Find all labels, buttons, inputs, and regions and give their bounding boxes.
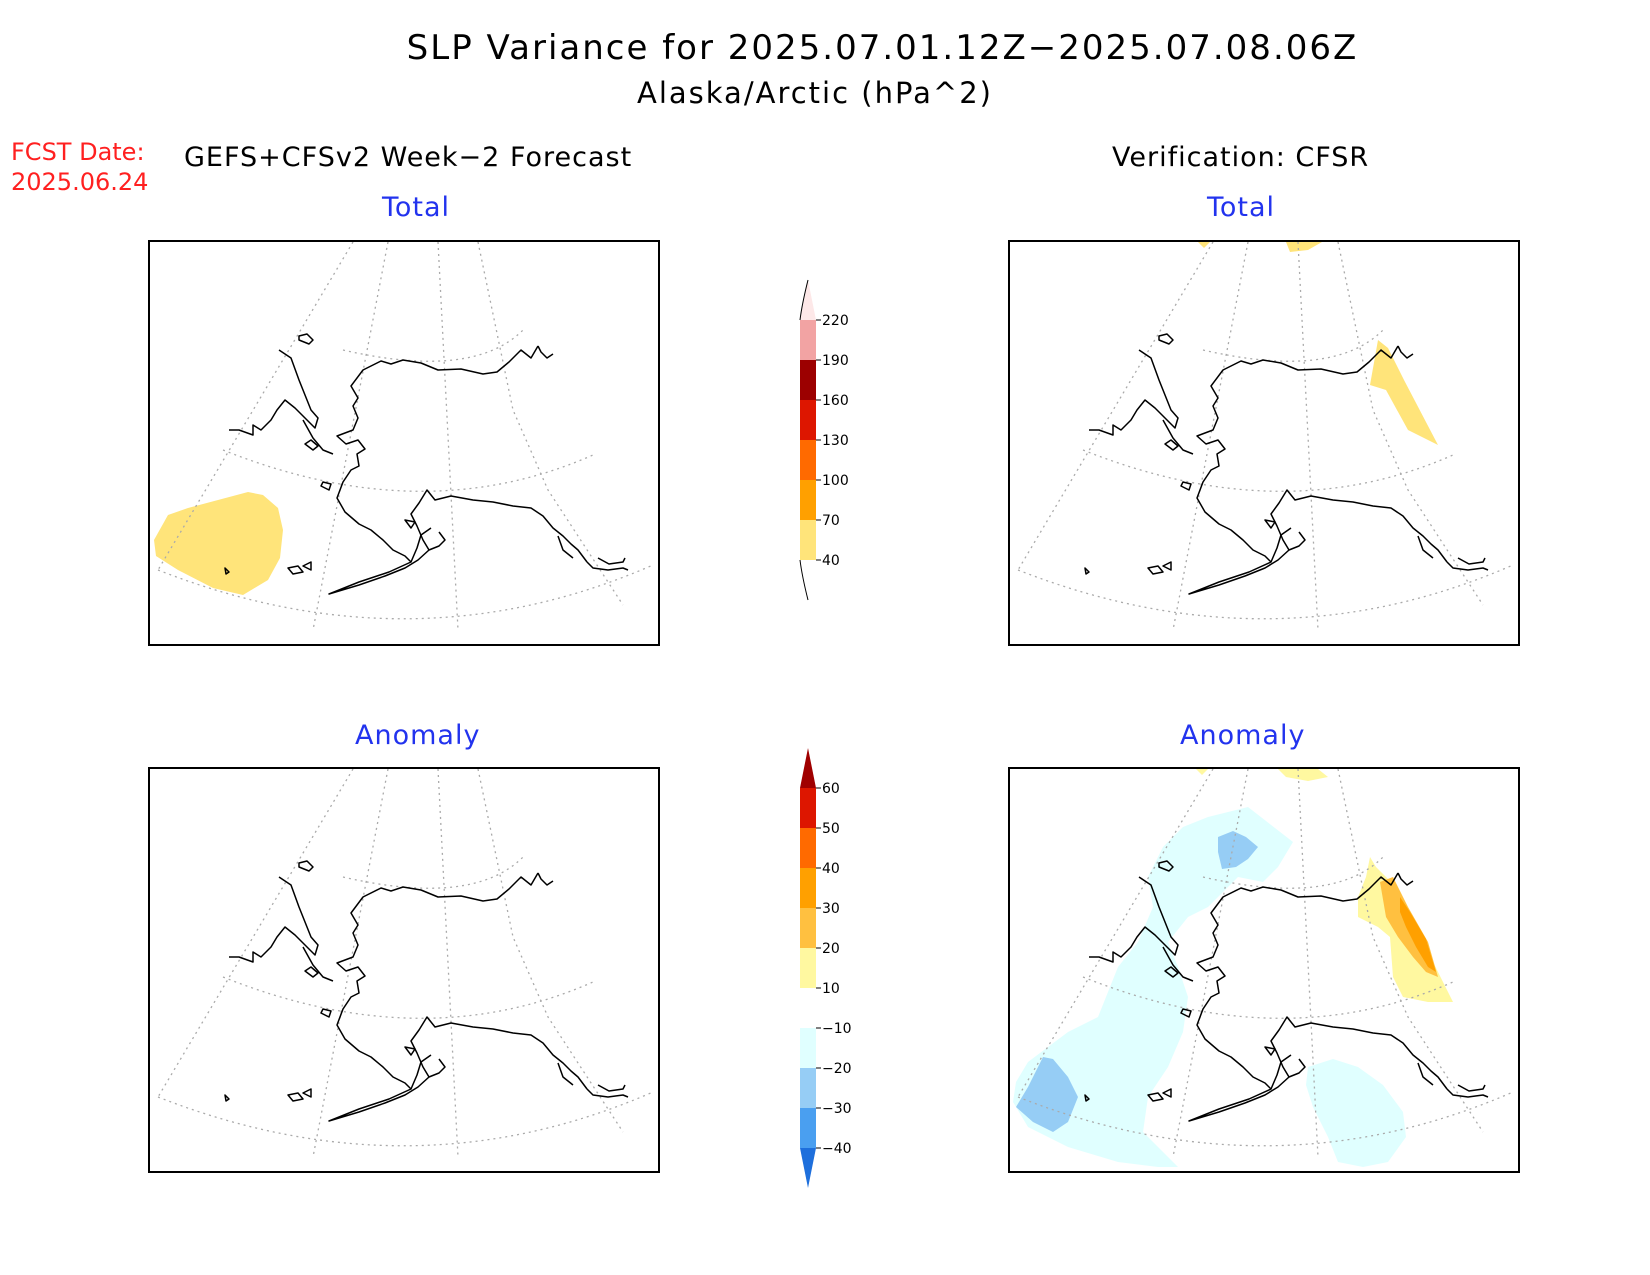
colorbar-tick-label: 160 [822, 393, 849, 409]
colorbar-segment [800, 1108, 816, 1148]
colorbar-top-outline [799, 279, 809, 321]
colorbar-segment [800, 988, 816, 1028]
fcst-total-label: Total [382, 192, 451, 223]
colorbar-segment [800, 400, 816, 440]
anomaly-contour-neg20-west [1016, 1057, 1078, 1132]
forecast-anomaly-map [148, 767, 660, 1173]
colorbar-segment [800, 320, 816, 360]
anomaly-contour-30-east [1400, 897, 1436, 972]
colorbar-bottom-extension [800, 560, 816, 600]
colorbar-tick-label: 10 [822, 981, 840, 997]
anomaly-colorbar: 60 50 40 30 20 10 −10 −20 −30 −40 [800, 748, 852, 1188]
variance-contour-40 [154, 492, 283, 595]
colorbar-segment [800, 868, 816, 908]
map-frame [148, 767, 660, 1173]
colorbar-tick-label: 50 [822, 821, 840, 837]
colorbar-segment [800, 948, 816, 988]
map-frame [1008, 767, 1520, 1173]
colorbar-tick-label: 220 [822, 313, 849, 329]
verif-total-label: Total [1207, 192, 1276, 223]
anomaly-contour-neg10-south [1306, 1059, 1406, 1167]
fcst-anom-label: Anomaly [355, 720, 481, 751]
anomaly-contour-neg10-north [1013, 807, 1293, 1167]
colorbar-segment [800, 788, 816, 828]
main-subtitle: Alaska/Arctic (hPa^2) [637, 76, 993, 110]
verification-total-map [1008, 240, 1520, 646]
forecast-header: GEFS+CFSv2 Week−2 Forecast [184, 142, 633, 173]
colorbar-top-extension [800, 280, 816, 320]
colorbar-segment [800, 828, 816, 868]
colorbar-tick-label: −20 [822, 1061, 852, 1077]
map-frame [1008, 240, 1520, 646]
colorbar-tick-label: 40 [822, 553, 840, 569]
colorbar-tick-label: −10 [822, 1021, 852, 1037]
colorbar-segment [800, 1028, 816, 1068]
colorbar-tick-label: −30 [822, 1101, 852, 1117]
colorbar-tick-label: 70 [822, 513, 840, 529]
verification-header: Verification: CFSR [1112, 142, 1370, 173]
colorbar-tick-label: −40 [822, 1141, 852, 1157]
colorbar-top-extension [800, 748, 816, 788]
anomaly-contour-neg20-north [1218, 831, 1258, 869]
colorbar-segment [800, 440, 816, 480]
map-frame [148, 240, 660, 646]
variance-contour-40-east [1370, 340, 1438, 445]
fcst-date: 2025.06.24 [11, 168, 149, 196]
total-colorbar: 220 190 160 130 100 70 40 [799, 279, 849, 601]
colorbar-segment [800, 908, 816, 948]
variance-contour-40-top [1286, 242, 1322, 252]
colorbar-segment [800, 480, 816, 520]
main-title: SLP Variance for 2025.07.01.12Z−2025.07.… [406, 28, 1359, 68]
variance-contour-40-top-small [1198, 242, 1210, 248]
colorbar-tick-label: 100 [822, 473, 849, 489]
verif-anom-label: Anomaly [1180, 720, 1306, 751]
colorbar-segment [800, 520, 816, 560]
colorbar-segment [800, 1068, 816, 1108]
colorbar-bottom-outline [799, 559, 809, 601]
colorbar-segment [800, 360, 816, 400]
anomaly-contour-10-top [1196, 769, 1208, 775]
colorbar-tick-label: 20 [822, 941, 840, 957]
colorbar-tick-label: 130 [822, 433, 849, 449]
fcst-label: FCST Date: [11, 138, 145, 166]
colorbar-tick-label: 190 [822, 353, 849, 369]
anomaly-contour-10-top-right [1278, 769, 1328, 781]
forecast-total-map [148, 240, 660, 646]
colorbar-tick-label: 40 [822, 861, 840, 877]
verification-anomaly-map [1008, 767, 1520, 1173]
colorbar-tick-label: 30 [822, 901, 840, 917]
colorbar-tick-label: 60 [822, 781, 840, 797]
fcst-date-label: FCST Date: 2025.06.24 [11, 137, 148, 197]
colorbar-bottom-extension [800, 1148, 816, 1188]
